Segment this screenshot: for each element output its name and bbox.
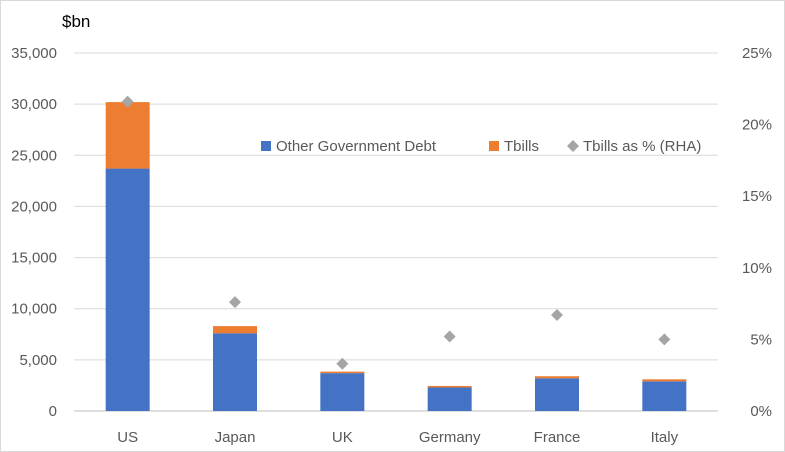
y2-tick-label: 25%	[742, 45, 772, 62]
y-tick-label: 20,000	[11, 198, 57, 215]
x-tick-label: Japan	[215, 429, 256, 446]
tbills-pct-marker	[551, 309, 563, 322]
y2-tick-label: 10%	[742, 260, 772, 277]
y-axis-unit-label: $bn	[62, 12, 90, 31]
bar-other-government-debt	[427, 387, 472, 411]
y-axis-ticks: 0 5,000 10,000 15,000 20,000 25,000 30,000 35,0…	[11, 45, 57, 420]
bars	[105, 102, 687, 411]
y2-tick-label: 20%	[742, 117, 772, 134]
legend-tbills-pct-label: Tbills as % (RHA)	[583, 138, 701, 155]
tbills-pct-marker	[229, 296, 241, 309]
y-tick-label: 0	[49, 403, 57, 420]
bar-other-government-debt	[642, 381, 687, 411]
bar-other-government-debt	[105, 168, 150, 411]
y-tick-label: 5,000	[19, 352, 57, 369]
y2-tick-label: 0%	[750, 403, 772, 420]
y2-tick-label: 15%	[742, 188, 772, 205]
tbills-pct-marker	[336, 357, 349, 370]
bar-other-government-debt	[535, 378, 579, 411]
x-tick-label: France	[534, 429, 581, 446]
bar-tbills	[320, 371, 365, 374]
x-axis-ticks: US Japan UK Germany France Italy	[117, 429, 678, 446]
legend-other-government-debt-label: Other Government Debt	[276, 138, 437, 155]
legend-tbills-pct-swatch	[567, 140, 579, 152]
x-tick-label: Germany	[419, 429, 481, 446]
x-tick-label: US	[117, 429, 138, 446]
gridlines	[74, 52, 718, 412]
y2-tick-label: 5%	[750, 331, 772, 348]
legend: Other Government Debt Tbills Tbills as % (…	[261, 138, 701, 155]
y2-axis-ticks: 0% 5% 10% 15% 20% 25%	[742, 45, 772, 420]
x-tick-label: UK	[332, 429, 353, 446]
bar-tbills	[642, 379, 687, 382]
bar-tbills	[105, 102, 150, 169]
tbills-pct-marker	[121, 95, 134, 108]
y-tick-label: 35,000	[11, 45, 57, 62]
bar-tbills	[213, 326, 257, 334]
y-tick-label: 15,000	[11, 250, 57, 267]
legend-tbills-swatch	[489, 141, 499, 151]
bar-tbills	[535, 376, 579, 379]
y-tick-label: 10,000	[11, 301, 57, 318]
x-tick-label: Italy	[651, 429, 679, 446]
legend-other-government-debt-swatch	[261, 141, 271, 151]
tbills-pct-marker	[443, 330, 456, 343]
bar-other-government-debt	[213, 333, 257, 411]
bar-tbills	[427, 385, 472, 388]
y-tick-label: 30,000	[11, 96, 57, 113]
secondary-markers	[121, 95, 671, 370]
legend-tbills-label: Tbills	[504, 138, 539, 155]
tbills-pct-marker	[658, 333, 671, 346]
bar-other-government-debt	[320, 373, 365, 411]
y-tick-label: 25,000	[11, 147, 57, 164]
